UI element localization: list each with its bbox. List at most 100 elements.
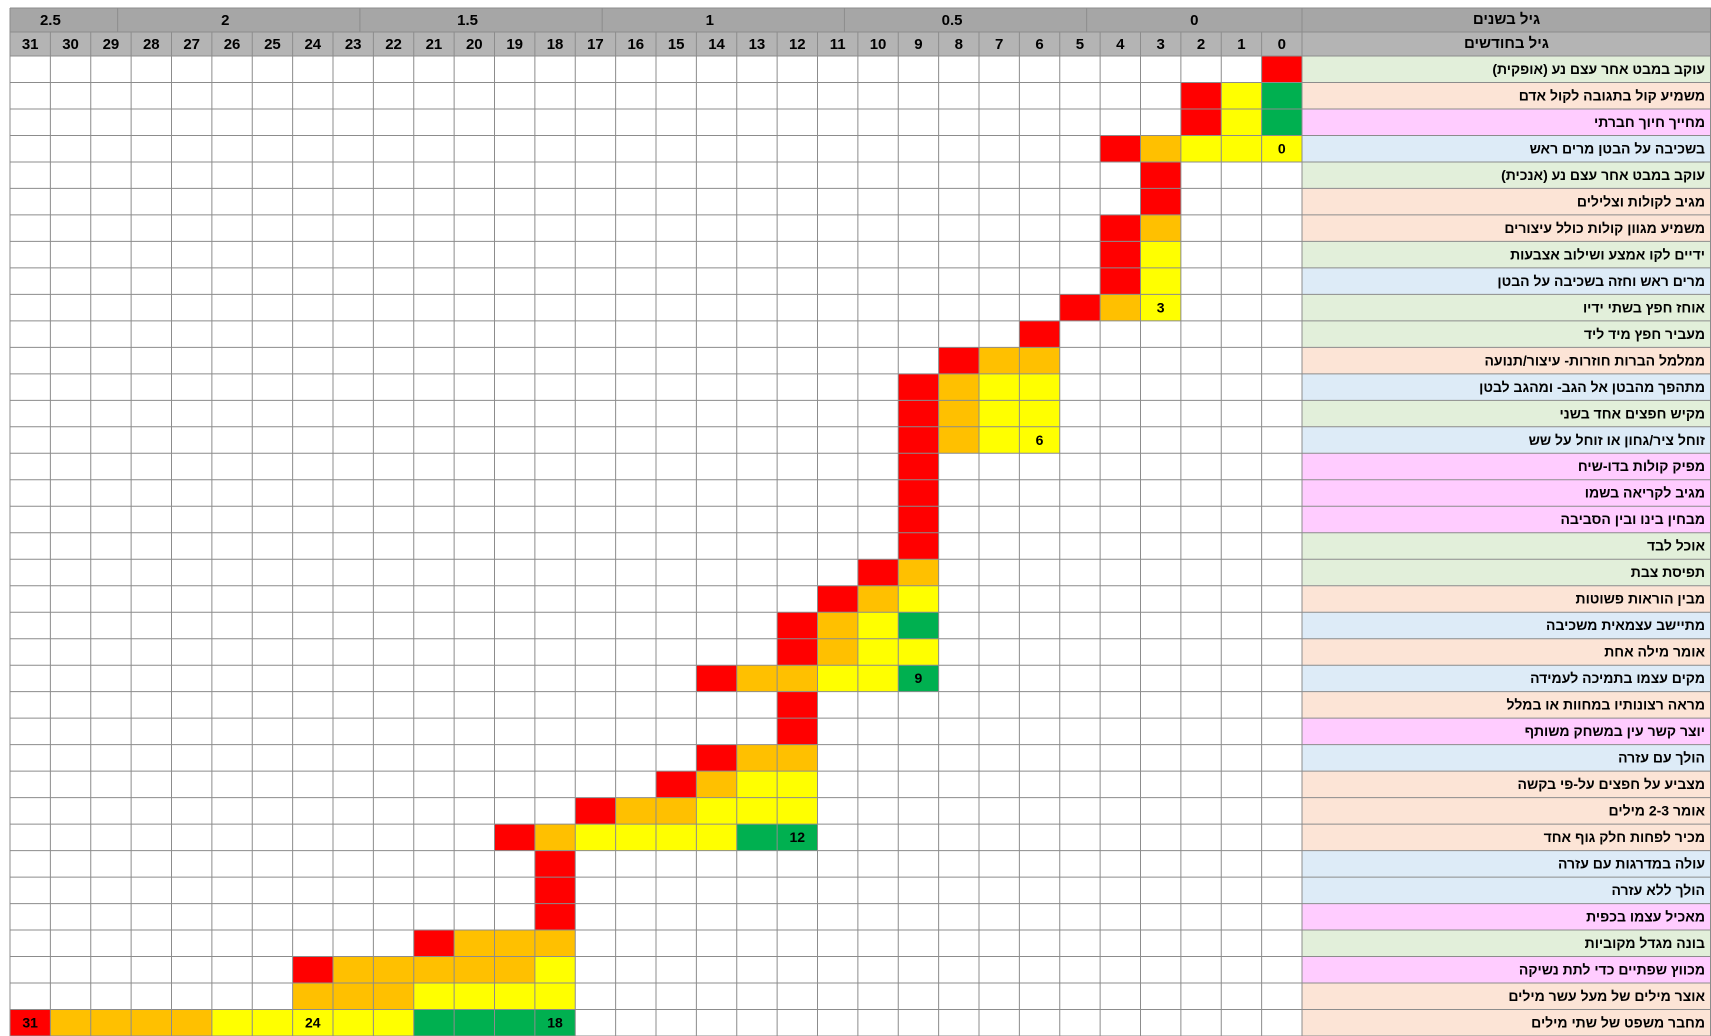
row-label-bg bbox=[1302, 691, 1711, 719]
cell bbox=[696, 744, 737, 772]
cell bbox=[373, 983, 414, 1010]
row-label: ממלמל הברות חוזרות- עיצור/תנועה bbox=[1484, 352, 1705, 368]
cell bbox=[454, 1009, 495, 1036]
cell bbox=[696, 797, 737, 825]
month-label: 3 bbox=[1157, 36, 1165, 53]
cell-label: 9 bbox=[915, 670, 923, 686]
row-label-bg bbox=[1302, 373, 1711, 401]
month-label: 4 bbox=[1116, 36, 1125, 53]
cell bbox=[1140, 214, 1181, 242]
cell bbox=[777, 612, 818, 639]
cell bbox=[979, 426, 1020, 454]
cell bbox=[1019, 320, 1060, 348]
cell bbox=[736, 665, 778, 692]
cell bbox=[898, 373, 939, 401]
cell bbox=[373, 956, 414, 984]
row-label: מעביר חפץ מיד ליד bbox=[1584, 326, 1705, 342]
row-label-bg bbox=[1302, 400, 1711, 427]
cell bbox=[534, 1009, 576, 1036]
month-label: 13 bbox=[749, 36, 766, 53]
row-label: מתיישב עצמאית משכיבה bbox=[1546, 617, 1705, 633]
row-label-bg bbox=[1302, 267, 1711, 295]
row-label-bg bbox=[1302, 1009, 1711, 1036]
cell bbox=[777, 744, 818, 772]
row-label-bg bbox=[1302, 903, 1711, 931]
row-label-bg bbox=[1302, 877, 1711, 904]
row-label: מכיר לפחות חלק גוף אחד bbox=[1544, 829, 1705, 845]
month-label: 8 bbox=[955, 36, 963, 53]
cell bbox=[898, 506, 939, 533]
month-label: 25 bbox=[264, 36, 281, 53]
cell bbox=[494, 824, 535, 851]
cell bbox=[534, 824, 576, 851]
cell bbox=[938, 373, 979, 401]
month-label: 31 bbox=[22, 36, 39, 53]
cell bbox=[1140, 267, 1181, 295]
row-label: מחבר משפט של שתי מילים bbox=[1531, 1014, 1705, 1030]
cell bbox=[777, 665, 818, 692]
row-label: מרים ראש וחזה בשכיבה על הבטן bbox=[1497, 273, 1705, 289]
row-label-bg bbox=[1302, 744, 1711, 772]
year-label: 0 bbox=[1190, 12, 1198, 29]
row-label-bg bbox=[1302, 824, 1711, 851]
cell bbox=[1100, 135, 1141, 162]
row-label-bg bbox=[1302, 797, 1711, 825]
cell bbox=[979, 373, 1020, 401]
month-label: 16 bbox=[627, 36, 644, 53]
cell bbox=[736, 824, 778, 851]
cell bbox=[898, 400, 939, 427]
cell bbox=[898, 532, 939, 560]
cell bbox=[1100, 214, 1141, 242]
cell bbox=[857, 665, 899, 692]
year-label: 2.5 bbox=[40, 12, 61, 29]
year-header: גיל בשנים bbox=[1473, 11, 1540, 28]
cell bbox=[817, 638, 858, 666]
cell bbox=[1140, 294, 1181, 321]
cell bbox=[898, 585, 939, 613]
month-label: 20 bbox=[466, 36, 483, 53]
cell bbox=[413, 983, 455, 1010]
cell bbox=[898, 638, 939, 666]
cell bbox=[1100, 267, 1141, 295]
row-label: מבחין בינו ובין הסביבה bbox=[1560, 511, 1705, 527]
row-label: משמיע מגוון קולות כולל עיצורים bbox=[1504, 220, 1705, 236]
cell bbox=[333, 956, 374, 984]
row-label-bg bbox=[1302, 850, 1711, 878]
row-label: תפיסת צבת bbox=[1631, 564, 1705, 580]
row-label: אוחז חפץ בשתי ידיו bbox=[1583, 299, 1705, 315]
row-label: מקים עצמו בתמיכה לעמידה bbox=[1530, 670, 1705, 686]
month-label: 15 bbox=[668, 36, 685, 53]
row-label-bg bbox=[1302, 771, 1711, 798]
month-label: 21 bbox=[426, 36, 443, 53]
cell bbox=[171, 1009, 212, 1036]
month-header-bg bbox=[10, 32, 1711, 56]
cell bbox=[696, 771, 737, 798]
cell bbox=[534, 877, 576, 904]
cell bbox=[90, 1009, 132, 1036]
cell bbox=[333, 983, 374, 1010]
cell bbox=[454, 956, 495, 984]
cell bbox=[696, 665, 737, 692]
cell bbox=[534, 903, 576, 931]
row-label: מבין הוראות פשוטות bbox=[1576, 591, 1705, 607]
cell-label: 12 bbox=[790, 829, 806, 845]
row-label: מגיב לקריאה בשמו bbox=[1585, 485, 1705, 501]
month-label: 9 bbox=[914, 36, 922, 53]
cell bbox=[979, 400, 1020, 427]
month-label: 2 bbox=[1197, 36, 1205, 53]
cell bbox=[1019, 426, 1060, 454]
row-label-bg bbox=[1302, 559, 1711, 586]
row-label-bg bbox=[1302, 56, 1711, 83]
cell bbox=[1261, 56, 1302, 83]
month-label: 12 bbox=[789, 36, 806, 53]
row-label-bg bbox=[1302, 983, 1711, 1010]
cell bbox=[454, 983, 495, 1010]
row-label-bg bbox=[1302, 638, 1711, 666]
cell bbox=[1100, 294, 1141, 321]
cell bbox=[1140, 188, 1181, 215]
row-label-bg bbox=[1302, 930, 1711, 957]
cell bbox=[1100, 241, 1141, 268]
month-label: 17 bbox=[587, 36, 604, 53]
cell bbox=[777, 797, 818, 825]
